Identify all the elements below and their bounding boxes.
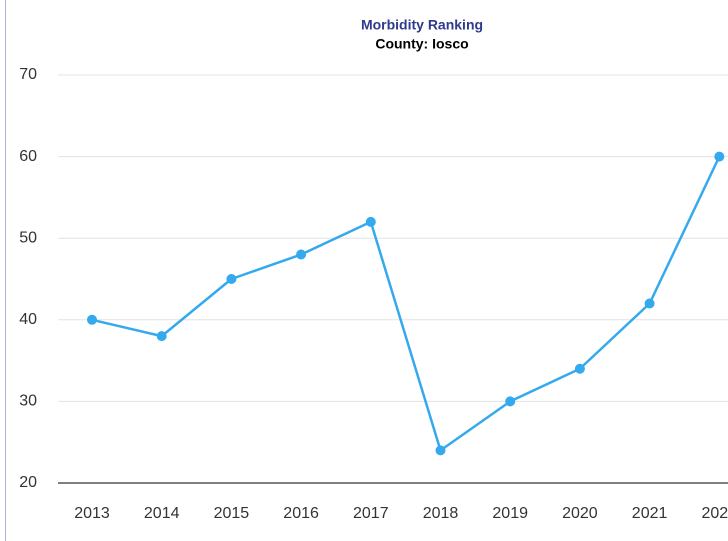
x-tick-label: 2020 [562, 505, 598, 522]
x-tick-label: 2022 [702, 505, 728, 522]
line [91, 156, 721, 452]
point [714, 151, 725, 162]
x-tick-label: 2017 [353, 505, 389, 522]
y-tick-label: 40 [19, 311, 37, 328]
x-tick-label: 2016 [283, 505, 319, 522]
point [87, 314, 97, 325]
y-tick-label: 30 [19, 393, 37, 410]
point [574, 363, 585, 374]
y-tick-label: 60 [19, 148, 37, 165]
x-tick-label: 2015 [214, 505, 250, 522]
chart-title: Morbidity Ranking [361, 17, 483, 33]
point [435, 445, 446, 456]
y-tick-label: 70 [19, 66, 37, 83]
x-tick-label: 2018 [423, 505, 459, 522]
y-tick-label: 20 [19, 474, 37, 491]
x-tick-label: 2019 [492, 505, 528, 522]
point [505, 396, 516, 407]
point [365, 216, 376, 227]
x-tick-label: 2021 [632, 505, 668, 522]
point [156, 331, 167, 342]
point [644, 298, 655, 309]
chart-subtitle: County: Iosco [375, 36, 468, 52]
point [296, 249, 307, 260]
y-tick-label: 50 [19, 229, 37, 246]
point [226, 274, 237, 284]
x-tick-label: 2013 [74, 505, 110, 522]
x-tick-label: 2014 [144, 505, 180, 522]
